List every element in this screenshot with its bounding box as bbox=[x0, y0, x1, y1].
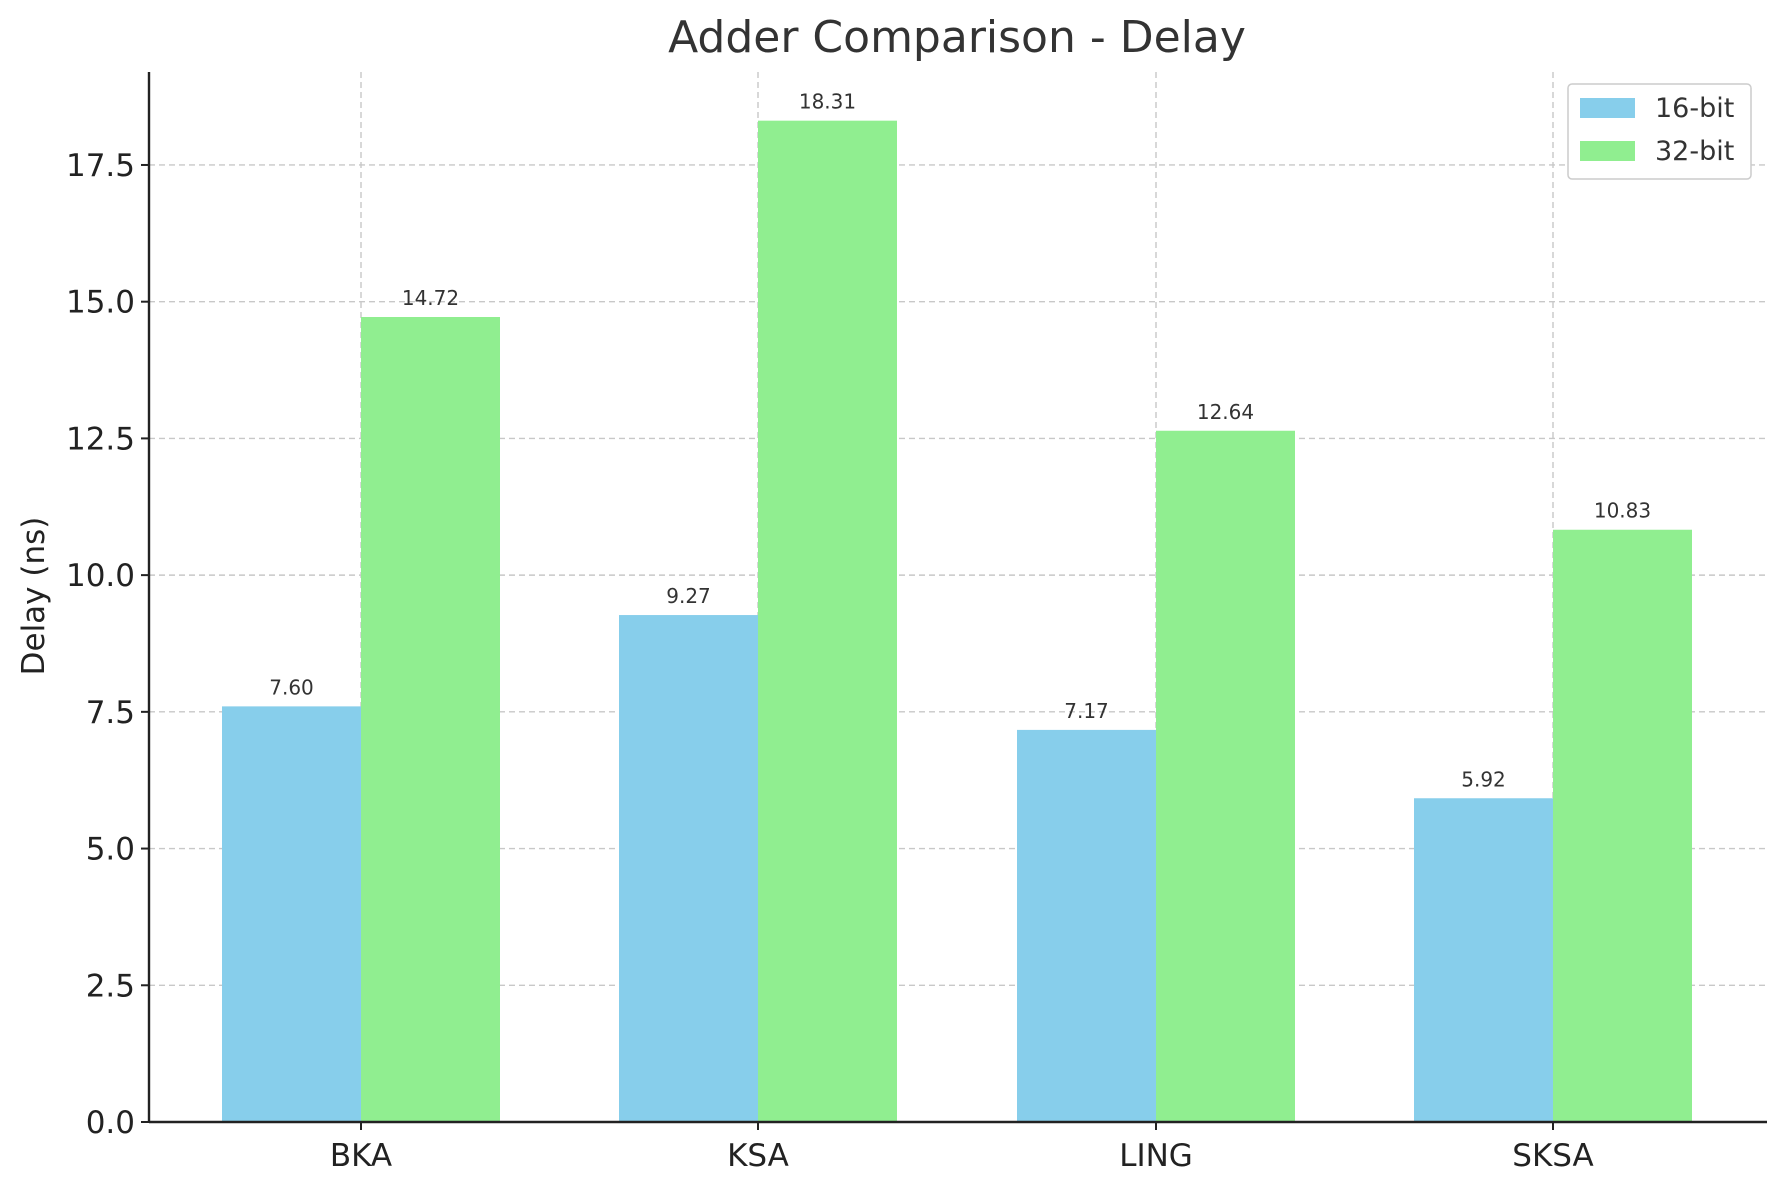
bar-32-bit-KSA bbox=[758, 120, 897, 1122]
axes: 0.0 2.5 5.0 7.5 10.0 12.5 15.0 17.5 BKA KSA LING SK… bbox=[66, 72, 1767, 1174]
data-label: 18.31 bbox=[799, 90, 856, 114]
y-tick-label: 15.0 bbox=[66, 285, 135, 321]
y-tick-label: 10.0 bbox=[66, 558, 135, 594]
bar-16-bit-SKSA bbox=[1414, 798, 1553, 1122]
bar-16-bit-BKA bbox=[222, 706, 361, 1122]
data-label: 12.64 bbox=[1197, 400, 1254, 424]
x-tick-label-BKA: BKA bbox=[330, 1138, 392, 1174]
data-label: 9.27 bbox=[666, 584, 711, 608]
bar-32-bit-SKSA bbox=[1553, 529, 1692, 1122]
y-tick-label: 0.0 bbox=[86, 1105, 135, 1141]
bars bbox=[222, 120, 1692, 1122]
y-tick-label: 7.5 bbox=[86, 695, 135, 731]
data-labels: 7.60 9.27 7.17 5.92 14.72 18.31 12.64 10.83 bbox=[269, 90, 1651, 792]
y-tick-label: 2.5 bbox=[86, 968, 135, 1004]
x-tick-label-SKSA: SKSA bbox=[1512, 1138, 1593, 1174]
bar-32-bit-BKA bbox=[361, 317, 500, 1122]
y-tick-label: 12.5 bbox=[66, 421, 135, 457]
bar-16-bit-LING bbox=[1017, 729, 1156, 1122]
y-tick-label: 17.5 bbox=[66, 148, 135, 184]
legend: 16-bit 32-bit bbox=[1567, 83, 1752, 180]
chart-title: Adder Comparison - Delay bbox=[668, 12, 1246, 63]
legend-label-32-bit: 32-bit bbox=[1655, 136, 1734, 167]
data-label: 14.72 bbox=[402, 286, 459, 310]
data-label: 5.92 bbox=[1461, 767, 1506, 791]
data-label: 10.83 bbox=[1594, 499, 1651, 523]
bar-32-bit-LING bbox=[1156, 430, 1295, 1122]
x-tick-label-LING: LING bbox=[1119, 1138, 1193, 1174]
bar-16-bit-KSA bbox=[619, 615, 758, 1122]
legend-label-16-bit: 16-bit bbox=[1655, 93, 1734, 124]
data-label: 7.60 bbox=[269, 675, 314, 699]
legend-swatch-16-bit bbox=[1580, 98, 1635, 118]
data-label: 7.17 bbox=[1064, 699, 1109, 723]
y-tick-label: 5.0 bbox=[86, 832, 135, 868]
x-tick-label-KSA: KSA bbox=[727, 1138, 789, 1174]
y-axis-label: Delay (ns) bbox=[16, 517, 52, 676]
legend-swatch-32-bit bbox=[1580, 141, 1635, 161]
